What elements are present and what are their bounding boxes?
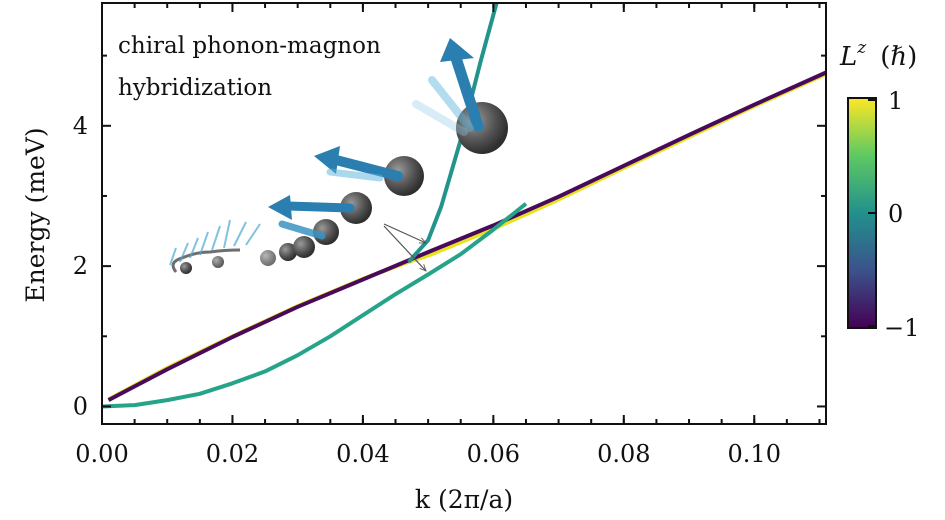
colorbar-tick-max: 1 (888, 87, 903, 115)
axes: 0.00 0.02 0.04 0.06 0.08 0.10 0 2 4 (73, 2, 827, 468)
y-tick-label: 4 (73, 112, 88, 140)
series-line-1 (107, 70, 826, 402)
x-tick-label: 0.02 (206, 440, 259, 468)
x-tick-label: 0.08 (597, 440, 650, 468)
colorbar-title-superscript: z (856, 38, 867, 58)
plot-frame (101, 2, 827, 425)
series-line-3 (102, 202, 528, 409)
colorbar: 1 0 −1 Lz (ℏ) (839, 38, 919, 342)
x-tick-label: 0.10 (728, 440, 781, 468)
x-tick-label: 0.00 (75, 440, 128, 468)
y-axis-label: Energy (meV) (21, 127, 50, 302)
colorbar-title-symbol: L (839, 42, 857, 72)
pointer-arrows (383, 223, 426, 271)
colorbar-title: Lz (ℏ) (839, 38, 917, 72)
arrow-trail-small (169, 219, 261, 266)
colorbar-tick-mid: 0 (888, 200, 903, 228)
x-tick-label: 0.06 (467, 440, 520, 468)
y-tick-label: 2 (73, 252, 88, 280)
spin-arrows (268, 38, 484, 240)
colorbar-tick-min: −1 (884, 314, 919, 342)
colorbar-title-unit: (ℏ) (880, 42, 917, 72)
x-tick-label: 0.04 (336, 440, 389, 468)
annotation-line-2: hybridization (118, 75, 272, 101)
spiral-trail (171, 248, 241, 273)
annotation-line-1: chiral phonon-magnon (118, 33, 381, 59)
chiral-mode-illustration (169, 38, 508, 274)
series-line-2 (407, 3, 499, 264)
x-axis-label: k (2π/a) (415, 485, 513, 514)
series-layer (102, 3, 826, 409)
y-tick-label: 0 (73, 392, 88, 420)
